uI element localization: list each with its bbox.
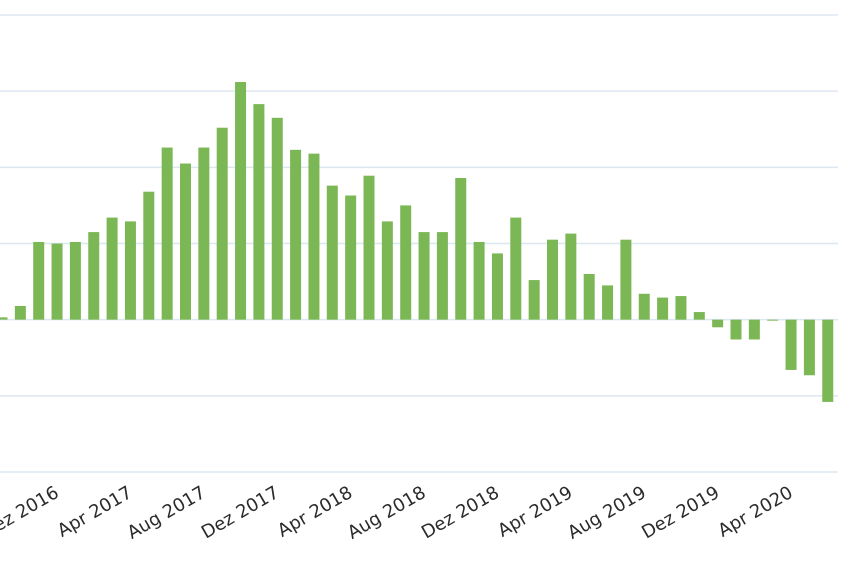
- bar: [785, 319, 797, 370]
- bar: [198, 147, 210, 320]
- bar: [803, 319, 815, 376]
- bar: [547, 239, 558, 320]
- bar: [216, 127, 228, 320]
- bar: [33, 241, 45, 320]
- bar: [345, 195, 357, 320]
- bar: [730, 319, 742, 340]
- bar: [14, 305, 26, 320]
- bar: [400, 205, 412, 320]
- bar: [602, 285, 614, 320]
- bar: [455, 177, 467, 320]
- bar: [822, 319, 834, 402]
- bar: [326, 185, 338, 320]
- x-tick-label: Aug 2018: [344, 482, 430, 544]
- x-tick-label: Apr 2017: [54, 482, 136, 542]
- bar: [69, 241, 81, 320]
- bar: [143, 191, 155, 320]
- bar: [473, 241, 485, 320]
- bar: [51, 243, 63, 320]
- bar: [528, 280, 540, 320]
- bar: [638, 293, 650, 320]
- x-tick-label: Aug 2017: [124, 482, 210, 544]
- bar: [124, 221, 136, 320]
- bar: [620, 239, 632, 320]
- x-tick-label: Dez 2019: [638, 482, 723, 543]
- bar: [235, 82, 247, 320]
- bar: [161, 147, 173, 320]
- bar: [565, 233, 577, 320]
- bar: [657, 297, 669, 320]
- bar: [106, 217, 118, 320]
- bar: [767, 319, 779, 321]
- bar: [712, 319, 724, 328]
- bar: [436, 232, 448, 320]
- bar: [88, 232, 100, 320]
- bar: [180, 163, 191, 320]
- bar: [271, 117, 283, 320]
- bar: [693, 312, 705, 320]
- x-tick-label: Apr 2019: [494, 482, 576, 542]
- bar: [308, 153, 320, 320]
- x-tick-label: Dez 2016: [0, 482, 63, 543]
- x-tick-label: Apr 2020: [714, 482, 796, 542]
- bar: [418, 232, 430, 320]
- bar: [491, 253, 503, 320]
- bar: [290, 149, 302, 320]
- x-tick-label: Aug 2019: [564, 482, 650, 544]
- bar: [510, 217, 522, 320]
- bar: [363, 175, 375, 320]
- bar: [253, 104, 265, 320]
- bar: [748, 319, 760, 340]
- x-tick-label: Dez 2018: [418, 482, 503, 543]
- bar: [0, 317, 8, 320]
- x-tick-label: Apr 2018: [274, 482, 356, 542]
- bar: [583, 273, 595, 320]
- x-tick-label: Dez 2017: [198, 482, 283, 543]
- bar: [381, 221, 393, 320]
- bar: [675, 296, 687, 320]
